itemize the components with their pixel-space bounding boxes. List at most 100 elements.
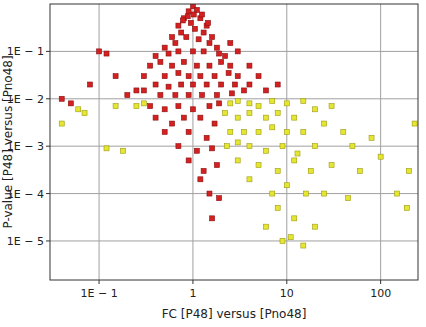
point (173, 93, 178, 98)
point (181, 59, 186, 64)
point (256, 74, 261, 79)
point (153, 82, 158, 87)
point (301, 129, 306, 134)
point (194, 63, 199, 68)
point (241, 129, 246, 134)
point (76, 107, 81, 112)
tick (46, 98, 50, 99)
tick (192, 280, 193, 284)
point (113, 74, 118, 79)
point (170, 121, 175, 126)
point (228, 129, 233, 134)
tick (286, 280, 287, 284)
point (179, 82, 184, 87)
y-axis-label: P-value [P48] versus [Pno48] (1, 55, 15, 228)
point (186, 158, 191, 163)
point (214, 45, 219, 50)
point (350, 144, 355, 149)
point (292, 158, 297, 163)
grid-line (192, 4, 193, 280)
tick (46, 193, 50, 194)
point (204, 82, 209, 87)
point (153, 115, 158, 120)
point (176, 70, 181, 75)
point (158, 59, 163, 64)
point (263, 88, 268, 93)
point (288, 235, 293, 240)
point (406, 168, 411, 173)
point (210, 35, 215, 40)
point (198, 74, 203, 79)
point (97, 49, 102, 54)
point (280, 144, 285, 149)
point (141, 74, 146, 79)
point (125, 93, 130, 98)
point (201, 49, 206, 54)
grid-line (50, 240, 418, 241)
point (104, 51, 109, 56)
point (212, 121, 217, 126)
point (256, 104, 261, 109)
point (162, 74, 167, 79)
point (162, 129, 167, 134)
point (404, 205, 409, 210)
point (275, 111, 280, 116)
point (158, 93, 163, 98)
point (295, 151, 300, 156)
point (270, 98, 275, 103)
point (232, 82, 237, 87)
point (198, 115, 203, 120)
point (113, 104, 118, 109)
point (134, 88, 139, 93)
point (301, 98, 306, 103)
point (235, 98, 240, 103)
point (194, 7, 199, 12)
point (235, 140, 240, 145)
plot-area (50, 4, 418, 280)
point (228, 63, 233, 68)
point (228, 101, 233, 106)
point (173, 41, 178, 46)
point (186, 9, 191, 14)
point (395, 191, 400, 196)
point (292, 216, 297, 221)
point (181, 115, 186, 120)
point (256, 163, 261, 168)
point (263, 148, 268, 153)
point (219, 59, 224, 64)
point (170, 35, 175, 40)
points (59, 4, 417, 248)
point (303, 191, 308, 196)
point (308, 168, 313, 173)
point (313, 224, 318, 229)
point (59, 96, 64, 101)
point (217, 196, 222, 201)
point (198, 177, 203, 182)
point (184, 35, 189, 40)
point (247, 111, 252, 116)
point (280, 238, 285, 243)
point (235, 158, 240, 163)
point (214, 93, 219, 98)
point (341, 129, 346, 134)
point (313, 107, 318, 112)
point (270, 125, 275, 130)
tick (99, 280, 100, 284)
point (235, 49, 240, 54)
point (412, 121, 417, 126)
point (176, 49, 181, 54)
point (322, 191, 327, 196)
tick (46, 240, 50, 241)
point (121, 148, 126, 153)
point (284, 101, 289, 106)
point (241, 88, 246, 93)
point (256, 129, 261, 134)
point (206, 20, 211, 25)
point (207, 41, 212, 46)
grid-line (286, 4, 287, 280)
point (210, 146, 215, 151)
chart: 1E − 11101001E − 11E − 21E − 31E − 41E −… (0, 0, 426, 327)
point (207, 104, 212, 109)
point (229, 91, 234, 96)
point (217, 51, 222, 56)
